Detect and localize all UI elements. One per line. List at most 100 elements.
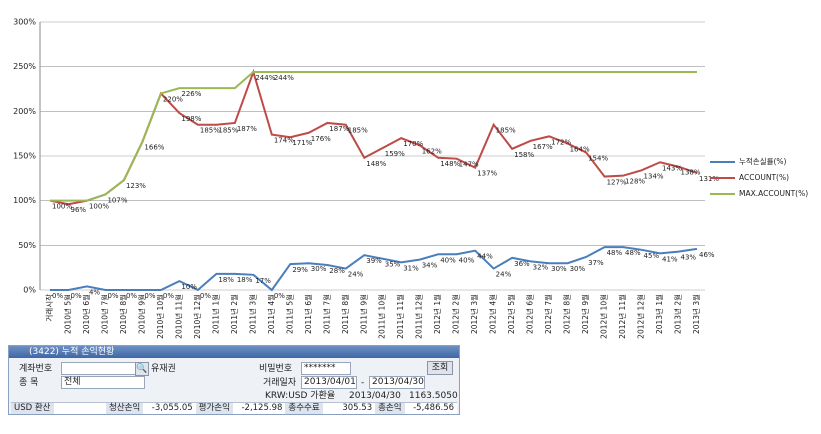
legend-label: 누적손실률(%) [739,156,787,166]
value-label: 187% [237,125,257,133]
value-label: 48% [625,249,641,257]
value-label: 100% [89,203,109,211]
summary-label: 총수수료 [285,403,323,414]
item-select[interactable]: 전체 [61,376,145,389]
y-tick-label: 300% [13,18,36,27]
value-label: 162% [422,147,442,155]
chart: 0% 50% 100% 150% 200% 250% 300% 거래시작 2010년 5월 201… [13,18,808,339]
y-tick-label: 0% [23,286,36,295]
value-label: 24% [348,271,364,279]
value-label: 31% [403,264,419,272]
x-tick-label: 2012년 9월 [580,294,590,334]
value-label: 174% [274,137,294,145]
series-line [50,71,697,202]
x-tick-label: 2012년 7월 [543,294,553,334]
summary-value: -3,055.05 [143,403,196,414]
value-label: 4% [89,288,100,296]
summary-value: -2,125.98 [232,403,286,414]
value-label: 131% [699,175,719,183]
date-sep: - [361,378,365,388]
value-label: 0% [52,292,63,300]
rate-value: 1163.5050 [409,391,458,401]
value-label: 244% [255,74,275,82]
x-tick-label: 2013년 1월 [654,294,664,334]
x-tick-label: 2011년 11월 [395,294,405,339]
date-to[interactable]: 2013/04/30 [369,376,425,389]
x-tick-label: 2011년 8월 [340,294,350,334]
value-label: 164% [570,145,590,153]
value-label: 148% [440,160,460,168]
value-label: 48% [607,249,623,257]
profit-window: (3422) 누적 손익현황 계좌번호 🔍 유재권 비밀번호 ******* 조… [8,345,460,415]
value-label: 35% [385,261,401,269]
value-label: 220% [163,95,183,103]
x-tick-label: 2011년 1월 [210,294,220,334]
value-label: 137% [477,170,497,178]
value-label: 44% [477,253,493,261]
value-label: 0% [126,292,137,300]
x-tick-label: 2011년 4월 [266,294,276,334]
x-tick-label: 2010년 6월 [81,294,91,334]
account-name: 유재권 [151,364,176,374]
value-label: 40% [459,256,475,264]
x-tick-label: 2013년 2월 [673,294,683,334]
x-tick-label: 2011년 7월 [321,294,331,334]
value-label: 187% [329,125,349,133]
value-label: 45% [644,252,660,260]
query-button[interactable]: 조회 [427,361,453,375]
x-tick-label: 2012년 8월 [562,294,572,334]
value-label: 172% [551,138,571,146]
summary-row: USD 환산 청산손익 -3,055.05 평가손익 -2,125.98 총수수료 305.… [11,402,458,414]
value-label: 0% [107,292,118,300]
value-label: 159% [385,150,405,158]
password-input[interactable]: ******* [301,362,351,375]
value-label: 43% [681,254,697,262]
value-label: 128% [625,178,645,186]
value-label: 0% [200,292,211,300]
y-tick-label: 50% [18,241,36,250]
value-label: 147% [459,161,479,169]
x-tick-label: 2010년 5월 [62,294,72,334]
x-tick-label: 2010년 10월 [155,294,165,339]
value-label: 10% [181,283,197,291]
value-label: 46% [699,251,715,259]
x-tick-label: 2012년 5월 [506,294,516,334]
value-label: 0% [274,292,285,300]
x-tick-label: 2011년 12월 [414,294,424,339]
value-label: 171% [292,139,312,147]
legend-label: ACCOUNT(%) [739,173,789,182]
x-tick-label: 2010년 9월 [136,294,146,334]
x-tick-label: 2011년 3월 [247,294,257,334]
value-label: 170% [403,140,423,148]
series-line [50,246,698,292]
value-label: 30% [551,265,567,273]
x-tick-label: 2011년 9월 [358,294,368,334]
value-label: 148% [366,160,386,168]
x-tick-label: 2010년 11월 [173,294,183,339]
value-label: 36% [514,260,530,268]
search-button[interactable]: 🔍 [135,362,149,376]
password-label: 비밀번호 [259,364,293,374]
summary-value: -5,486.56 [404,403,458,414]
value-label: 28% [329,267,345,275]
x-tick-label: 2012년 10월 [599,294,609,339]
y-tick-label: 200% [13,107,36,116]
summary-value [53,403,106,414]
date-label: 거래일자 [263,378,297,388]
date-from[interactable]: 2013/04/01 [301,376,357,389]
rate-date: 2013/04/30 [349,391,401,401]
value-label: 0% [70,292,81,300]
account-label: 계좌번호 [19,364,53,374]
item-label: 종 목 [19,378,39,388]
value-label: 0% [144,292,155,300]
x-tick-label: 2012년 2월 [451,294,461,334]
value-label: 138% [681,169,701,177]
value-label: 154% [588,154,608,162]
account-input[interactable] [61,362,137,375]
value-label: 96% [70,206,86,214]
x-tick-label: 2012년 4월 [488,294,498,334]
value-label: 176% [311,135,331,143]
summary-label: 총손익 [375,403,405,414]
value-label: 226% [181,90,201,98]
value-label: 143% [662,164,682,172]
